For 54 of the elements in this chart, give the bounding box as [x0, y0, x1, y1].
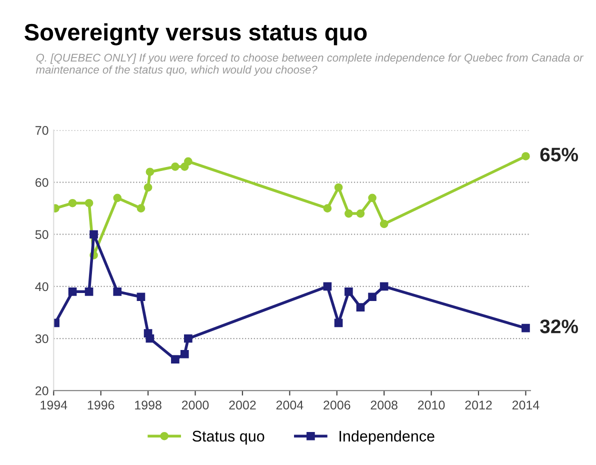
x-tick-label: 2004: [276, 400, 304, 410]
x-tick-label: 2008: [370, 400, 398, 410]
point: [146, 334, 154, 343]
point: [344, 287, 353, 296]
point: [68, 198, 77, 208]
point: [136, 292, 146, 302]
chart-title: Sovereignty versus status quo: [24, 23, 367, 46]
point: [180, 350, 189, 358]
point: [113, 287, 122, 296]
point: [334, 183, 343, 192]
y-tick-label: 40: [35, 282, 48, 292]
y-tick-label: 70: [36, 126, 48, 135]
x-tick-label: 1998: [135, 400, 162, 410]
point: [144, 183, 152, 192]
point: [380, 220, 388, 228]
legend-label: Status quo: [192, 430, 264, 445]
point: [522, 152, 530, 160]
point: [171, 355, 180, 364]
point: [184, 334, 192, 343]
x-tick-label: 1994: [40, 400, 68, 410]
point: [368, 292, 376, 302]
point: [344, 209, 353, 218]
y-tick-label: 60: [36, 178, 48, 187]
point: [171, 162, 180, 171]
chart-subtitle: Q. [QUEBEC ONLY] If you were forced to choose between complete independence for Quebec from Canada or maintenance of the status quo, which would you choose?: [36, 53, 584, 76]
point: [356, 209, 365, 218]
point: [323, 282, 332, 291]
point: [113, 194, 122, 202]
x-tick-label: 2000: [182, 400, 209, 410]
x-tick-label: 2010: [418, 400, 445, 410]
annotation: 65%: [540, 148, 578, 162]
y-tick-label: 30: [35, 334, 48, 344]
point: [68, 287, 77, 296]
legend-label: Independence: [340, 430, 434, 445]
point: [146, 168, 154, 176]
point: [184, 157, 192, 166]
x-tick-label: 2012: [465, 400, 492, 410]
point: [522, 324, 530, 332]
x-tick-label: 1996: [88, 400, 114, 410]
y-tick-label: 50: [35, 230, 48, 240]
x-tick-label: 2014: [512, 400, 540, 410]
point: [380, 282, 388, 291]
point: [136, 204, 146, 212]
point: [323, 204, 332, 212]
point: [334, 318, 343, 328]
point: [356, 303, 365, 312]
point: [84, 287, 94, 296]
annotation: 32%: [540, 320, 578, 334]
x-tick-label: 2002: [229, 400, 256, 410]
point: [90, 230, 98, 239]
point: [84, 198, 94, 208]
x-tick-label: 2006: [324, 400, 350, 410]
y-tick-label: 20: [36, 386, 48, 396]
point: [368, 194, 376, 202]
